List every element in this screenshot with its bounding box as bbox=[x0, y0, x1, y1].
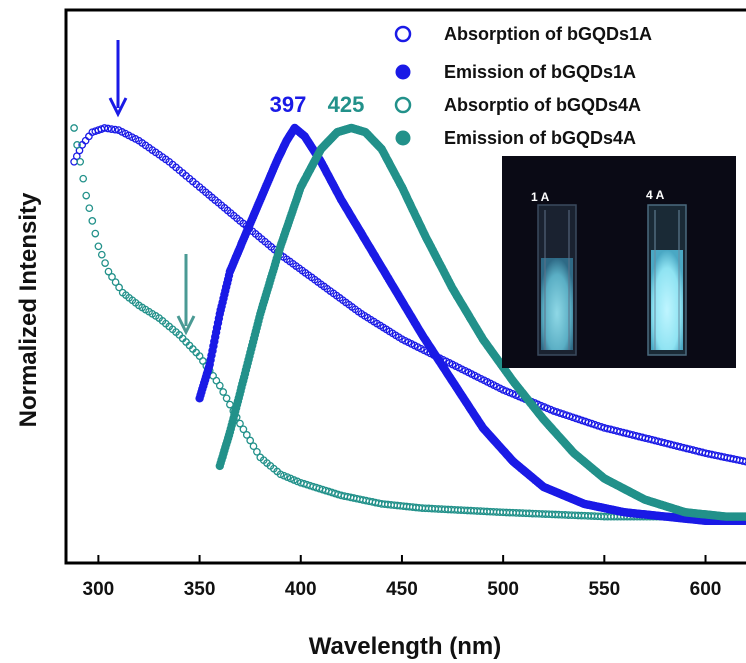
x-tick-label: 300 bbox=[83, 579, 115, 600]
data-point bbox=[219, 388, 228, 396]
data-point bbox=[88, 217, 97, 225]
data-point bbox=[70, 124, 78, 132]
series-emission-of-bgqds1a bbox=[195, 123, 746, 525]
data-point bbox=[76, 157, 85, 166]
data-point bbox=[81, 136, 90, 145]
legend-label: Emission of bGQDs4A bbox=[444, 128, 636, 148]
peak-label-397: 397 bbox=[270, 92, 307, 117]
legend-item-absorption-1A: Absorption of bGQDs1A bbox=[394, 24, 652, 44]
legend: Absorption of bGQDs1A Emission of bGQDs1… bbox=[394, 24, 652, 148]
data-point bbox=[85, 204, 94, 213]
data-point bbox=[242, 431, 251, 439]
x-tick-label: 450 bbox=[386, 579, 418, 600]
data-point bbox=[101, 259, 109, 267]
data-point bbox=[104, 267, 113, 276]
x-tick-label: 350 bbox=[184, 579, 216, 600]
data-point bbox=[107, 125, 116, 133]
legend-marker-open-teal bbox=[394, 96, 412, 114]
plot-frame bbox=[64, 8, 746, 565]
data-point bbox=[239, 425, 248, 434]
legend-label: Absorptio of bGQDs4A bbox=[444, 95, 641, 115]
data-marks bbox=[70, 123, 746, 525]
data-point bbox=[85, 132, 93, 141]
data-point bbox=[73, 141, 81, 149]
data-point bbox=[222, 394, 231, 403]
data-point bbox=[94, 242, 103, 251]
data-point bbox=[108, 273, 116, 281]
arrow-absorption-4A bbox=[176, 254, 196, 336]
data-point bbox=[215, 381, 224, 390]
inset-label-4A: 4 A bbox=[646, 188, 665, 202]
x-axis-title: Wavelength (nm) bbox=[309, 633, 501, 660]
data-point bbox=[82, 191, 91, 200]
legend-label: Absorption of bGQDs1A bbox=[444, 24, 652, 44]
legend-marker-filled-teal bbox=[395, 130, 411, 146]
legend-marker-open-blue bbox=[394, 25, 412, 43]
legend-label: Emission of bGQDs1A bbox=[444, 62, 636, 82]
x-tick-label: 400 bbox=[285, 579, 317, 600]
legend-item-emission-4A: Emission of bGQDs4A bbox=[395, 128, 636, 148]
data-point bbox=[249, 442, 258, 451]
data-point bbox=[104, 124, 112, 133]
legend-item-absorption-4A: Absorptio of bGQDs4A bbox=[394, 95, 641, 115]
x-axis: 300 350 400 450 500 550 600 bbox=[83, 555, 722, 600]
inset-label-1A: 1 A bbox=[531, 190, 550, 204]
series-absorption-of-bgqds1a bbox=[70, 124, 746, 466]
inset-cuvette-photo: 1 A 4 A bbox=[502, 156, 736, 368]
data-point bbox=[741, 512, 746, 521]
arrow-absorption-1A bbox=[108, 40, 128, 118]
peak-label-425: 425 bbox=[328, 92, 365, 117]
series-emission-of-bgqds4a bbox=[215, 123, 746, 521]
x-tick-label: 500 bbox=[487, 579, 519, 600]
data-point bbox=[91, 229, 100, 238]
data-point bbox=[236, 419, 244, 428]
data-point bbox=[253, 447, 261, 456]
cuvette-4A bbox=[647, 204, 687, 356]
y-axis-title: Normalized Intensity bbox=[15, 192, 42, 427]
data-point bbox=[100, 124, 109, 132]
legend-item-emission-1A: Emission of bGQDs1A bbox=[395, 62, 636, 82]
data-point bbox=[111, 278, 120, 287]
cuvette-1A bbox=[537, 204, 577, 356]
data-point bbox=[79, 174, 88, 183]
data-point bbox=[115, 283, 123, 292]
data-point bbox=[739, 457, 746, 465]
data-point bbox=[97, 250, 106, 259]
data-point bbox=[246, 436, 255, 445]
data-point bbox=[111, 125, 119, 134]
x-tick-label: 550 bbox=[588, 579, 620, 600]
x-tick-label: 600 bbox=[690, 579, 722, 600]
legend-marker-filled-blue bbox=[395, 64, 411, 80]
